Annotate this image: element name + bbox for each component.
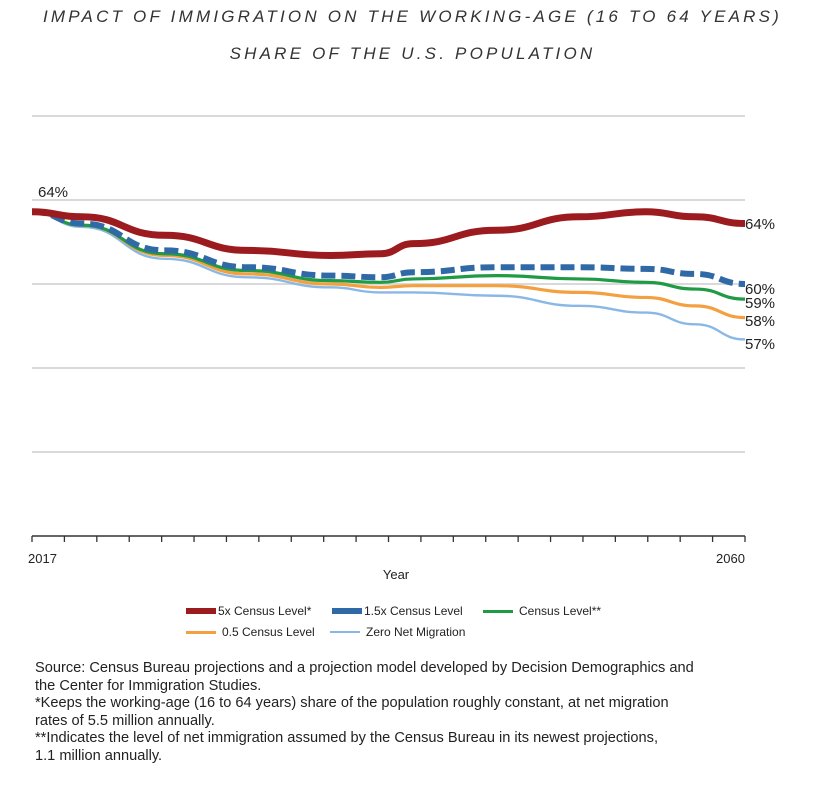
end-value-label: 59% xyxy=(745,295,775,312)
note-line: the Center for Immigration Studies. xyxy=(35,677,262,694)
note-line: **Indicates the level of net immigration… xyxy=(35,730,658,746)
legend-label: 0.5 Census Level xyxy=(222,625,315,639)
chart-title: IMPACT OF IMMIGRATION ON THE WORKING-AGE… xyxy=(42,7,783,26)
end-value-label: 58% xyxy=(745,313,775,330)
source-notes: Source: Census Bureau projections and a … xyxy=(35,660,805,765)
end-value-label: 57% xyxy=(745,336,775,353)
x-axis: 2017 2060 Year xyxy=(28,535,746,582)
legend-swatch xyxy=(186,630,216,634)
x-tick-label: 2060 xyxy=(716,551,745,566)
series-line-0 xyxy=(31,208,746,259)
series-line-2 xyxy=(31,210,746,301)
note-line: 1.1 million annually. xyxy=(35,747,163,764)
legend-item: Zero Net Migration xyxy=(330,625,465,639)
note-line: Source: Census Bureau projections and a … xyxy=(35,660,694,676)
x-axis-title: Year xyxy=(383,567,410,582)
end-value-label: 60% xyxy=(745,281,775,298)
legend-swatch xyxy=(332,608,362,614)
series-line-3 xyxy=(31,210,746,320)
legend-swatch xyxy=(330,631,360,633)
legend-label: Zero Net Migration xyxy=(366,625,466,639)
series-line-1 xyxy=(31,208,746,287)
note-line: *Keeps the working-age (16 to 64 years) … xyxy=(35,695,669,711)
chart-subtitle: SHARE OF THE U.S. POPULATION xyxy=(229,44,596,63)
legend-item: 1.5x Census Level xyxy=(332,604,463,618)
legend-item: 5x Census Level* xyxy=(186,604,311,618)
start-value-label: 64% xyxy=(38,184,68,201)
legend-label: Census Level** xyxy=(519,604,602,618)
legend-swatch xyxy=(483,609,513,613)
legend-item: 0.5 Census Level xyxy=(186,625,315,639)
end-value-label: 64% xyxy=(745,216,775,233)
legend-swatch xyxy=(186,608,216,614)
line-chart: 2017 2060 Year 64% 60%59%58% 57% 64% xyxy=(28,115,775,582)
gridlines xyxy=(32,115,745,453)
legend-label: 5x Census Level* xyxy=(218,604,312,618)
series-lines xyxy=(31,208,746,341)
note-line: rates of 5.5 million annually. xyxy=(35,712,215,729)
data-labels: 64% 60%59%58% 57% 64% xyxy=(38,184,775,353)
legend-item: Census Level** xyxy=(483,604,601,618)
x-tick-label: 2017 xyxy=(28,551,57,566)
series-line-4 xyxy=(31,210,746,341)
legend-label: 1.5x Census Level xyxy=(364,604,463,618)
